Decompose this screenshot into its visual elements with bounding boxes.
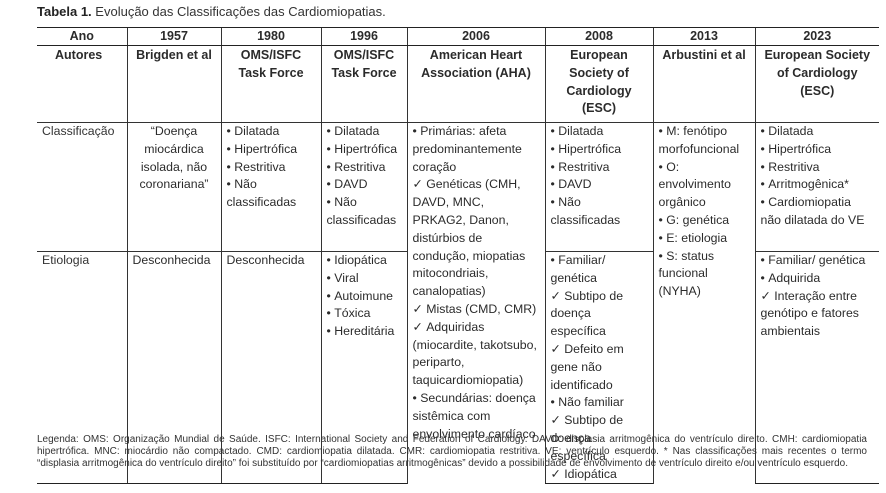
list-item: Dilatada bbox=[327, 123, 402, 141]
year-cell: 2006 bbox=[406, 27, 545, 46]
list-item: Cardiomiopatia não dilatada do VE bbox=[761, 194, 875, 230]
etiologia-2023: Familiar/ genéticaAdquiridaInteração ent… bbox=[754, 250, 879, 485]
list-item: Restritiva bbox=[761, 159, 875, 177]
list-item: Hipertrófica bbox=[551, 141, 648, 159]
etiologia-label: Etiologia bbox=[37, 250, 127, 485]
year-cell: 1980 bbox=[220, 27, 321, 46]
list-item: Subtipo de doença específica bbox=[551, 412, 648, 465]
list-item: E: etiologia bbox=[659, 230, 750, 248]
list-item: Restritiva bbox=[551, 159, 648, 177]
year-cell: 2023 bbox=[754, 27, 879, 46]
classificacao-2006: Primárias: afeta predominantemente coraç… bbox=[406, 121, 545, 484]
etiologia-2008: Familiar/ genéticaSubtipo de doença espe… bbox=[544, 250, 653, 485]
table-caption-title: Evolução das Classificações das Cardiomi… bbox=[91, 4, 386, 19]
list-item: Restritiva bbox=[227, 159, 316, 177]
list-item: M: fenótipo morfofuncional bbox=[659, 123, 750, 159]
list-item: Restritiva bbox=[327, 159, 402, 177]
table-caption-label: Tabela 1. bbox=[37, 4, 92, 19]
list-item: Viral bbox=[327, 270, 402, 288]
authors-row: Autores Brigden et al OMS/ISFC Task Forc… bbox=[37, 45, 879, 123]
classificacao-1980: DilatadaHipertróficaRestritivaNão classi… bbox=[220, 122, 321, 252]
list-item: Genéticas (CMH, DAVD, MNC, PRKAG2, Danon… bbox=[413, 176, 540, 301]
autores-label: Autores bbox=[55, 48, 103, 62]
list-item: Familiar/ genética bbox=[761, 252, 875, 270]
etiologia-1996: IdiopáticaViralAutoimuneTóxicaHereditári… bbox=[320, 250, 407, 485]
author-cell: OMS/ISFC Task Force bbox=[220, 45, 321, 123]
list-item: Subtipo de doença específica bbox=[551, 288, 648, 341]
list-item: Autoimune bbox=[327, 288, 402, 306]
list-item: Idiopática bbox=[551, 466, 648, 484]
list-item: Hereditária bbox=[327, 323, 402, 341]
classificacao-1957: “Doença miocárdica isolada, não coronari… bbox=[126, 122, 221, 252]
list-item: Não classificadas bbox=[327, 194, 402, 230]
list-item: Arritmogênica* bbox=[761, 176, 875, 194]
list-item: Hipertrófica bbox=[761, 141, 875, 159]
list-item: Idiopática bbox=[327, 252, 402, 270]
list-item: Hipertrófica bbox=[227, 141, 316, 159]
list-item: Não classificadas bbox=[551, 194, 648, 230]
etiologia-1957: Desconhecida bbox=[126, 250, 221, 485]
author-cell: American Heart Association (AHA) bbox=[406, 45, 545, 123]
year-row: Ano 1957 1980 1996 2006 2008 2013 2023 bbox=[37, 27, 879, 46]
author-cell: OMS/ISFC Task Force bbox=[320, 45, 407, 123]
year-cell: 1957 bbox=[126, 27, 221, 46]
list-item: S: status funcional (NYHA) bbox=[659, 248, 750, 301]
list-item: Adquirida bbox=[761, 270, 875, 288]
list-item: Tóxica bbox=[327, 305, 402, 323]
list-item: Hipertrófica bbox=[327, 141, 402, 159]
list-item: Primárias: afeta predominantemente coraç… bbox=[413, 123, 540, 176]
author-cell: European Society of Cardiology (ESC) bbox=[754, 45, 879, 123]
list-item: DAVD bbox=[327, 176, 402, 194]
classificacao-label: Classificação bbox=[37, 122, 127, 252]
classificacao-2013: M: fenótipo morfofuncionalO: envolviment… bbox=[652, 121, 755, 484]
table-caption: Tabela 1. Evolução das Classificações da… bbox=[37, 4, 386, 19]
table-legend: Legenda: OMS: Organização Mundial de Saú… bbox=[37, 434, 867, 469]
classificacao-1996: DilatadaHipertróficaRestritivaDAVDNão cl… bbox=[320, 122, 407, 252]
author-cell: Arbustini et al bbox=[652, 45, 755, 123]
year-cell: 1996 bbox=[320, 27, 407, 46]
list-item: Familiar/ genética bbox=[551, 252, 648, 288]
list-item: DAVD bbox=[551, 176, 648, 194]
list-item: Dilatada bbox=[551, 123, 648, 141]
author-cell: European Society of Cardiology (ESC) bbox=[544, 45, 653, 123]
author-cell: Brigden et al bbox=[126, 45, 221, 123]
ano-label: Ano bbox=[37, 27, 127, 46]
year-cell: 2008 bbox=[544, 27, 653, 46]
list-item: Defeito em gene não identificado bbox=[551, 341, 648, 394]
list-item: Mistas (CMD, CMR) bbox=[413, 301, 540, 319]
list-item: G: genética bbox=[659, 212, 750, 230]
list-item: Dilatada bbox=[227, 123, 316, 141]
classificacao-2023: DilatadaHipertróficaRestritivaArritmogên… bbox=[754, 122, 879, 252]
etiologia-row: Etiologia Desconhecida Desconhecida Idio… bbox=[37, 250, 879, 485]
list-item: Dilatada bbox=[761, 123, 875, 141]
list-item: Adquiridas (miocardite, takotsubo, perip… bbox=[413, 319, 540, 390]
year-cell: 2013 bbox=[652, 27, 755, 46]
classificacao-2008: DilatadaHipertróficaRestritivaDAVDNão cl… bbox=[544, 122, 653, 252]
list-item: Secundárias: doença sistêmica com envolv… bbox=[413, 390, 540, 443]
classification-table: Ano 1957 1980 1996 2006 2008 2013 2023 A… bbox=[37, 27, 879, 485]
list-item: O: envolvimento orgânico bbox=[659, 159, 750, 212]
etiologia-1980: Desconhecida bbox=[220, 250, 321, 485]
list-item: Não familiar bbox=[551, 394, 648, 412]
list-item: Interação entre genótipo e fatores ambie… bbox=[761, 288, 875, 341]
list-item: Não classificadas bbox=[227, 176, 316, 212]
classificacao-row: Classificação “Doença miocárdica isolada… bbox=[37, 121, 879, 484]
